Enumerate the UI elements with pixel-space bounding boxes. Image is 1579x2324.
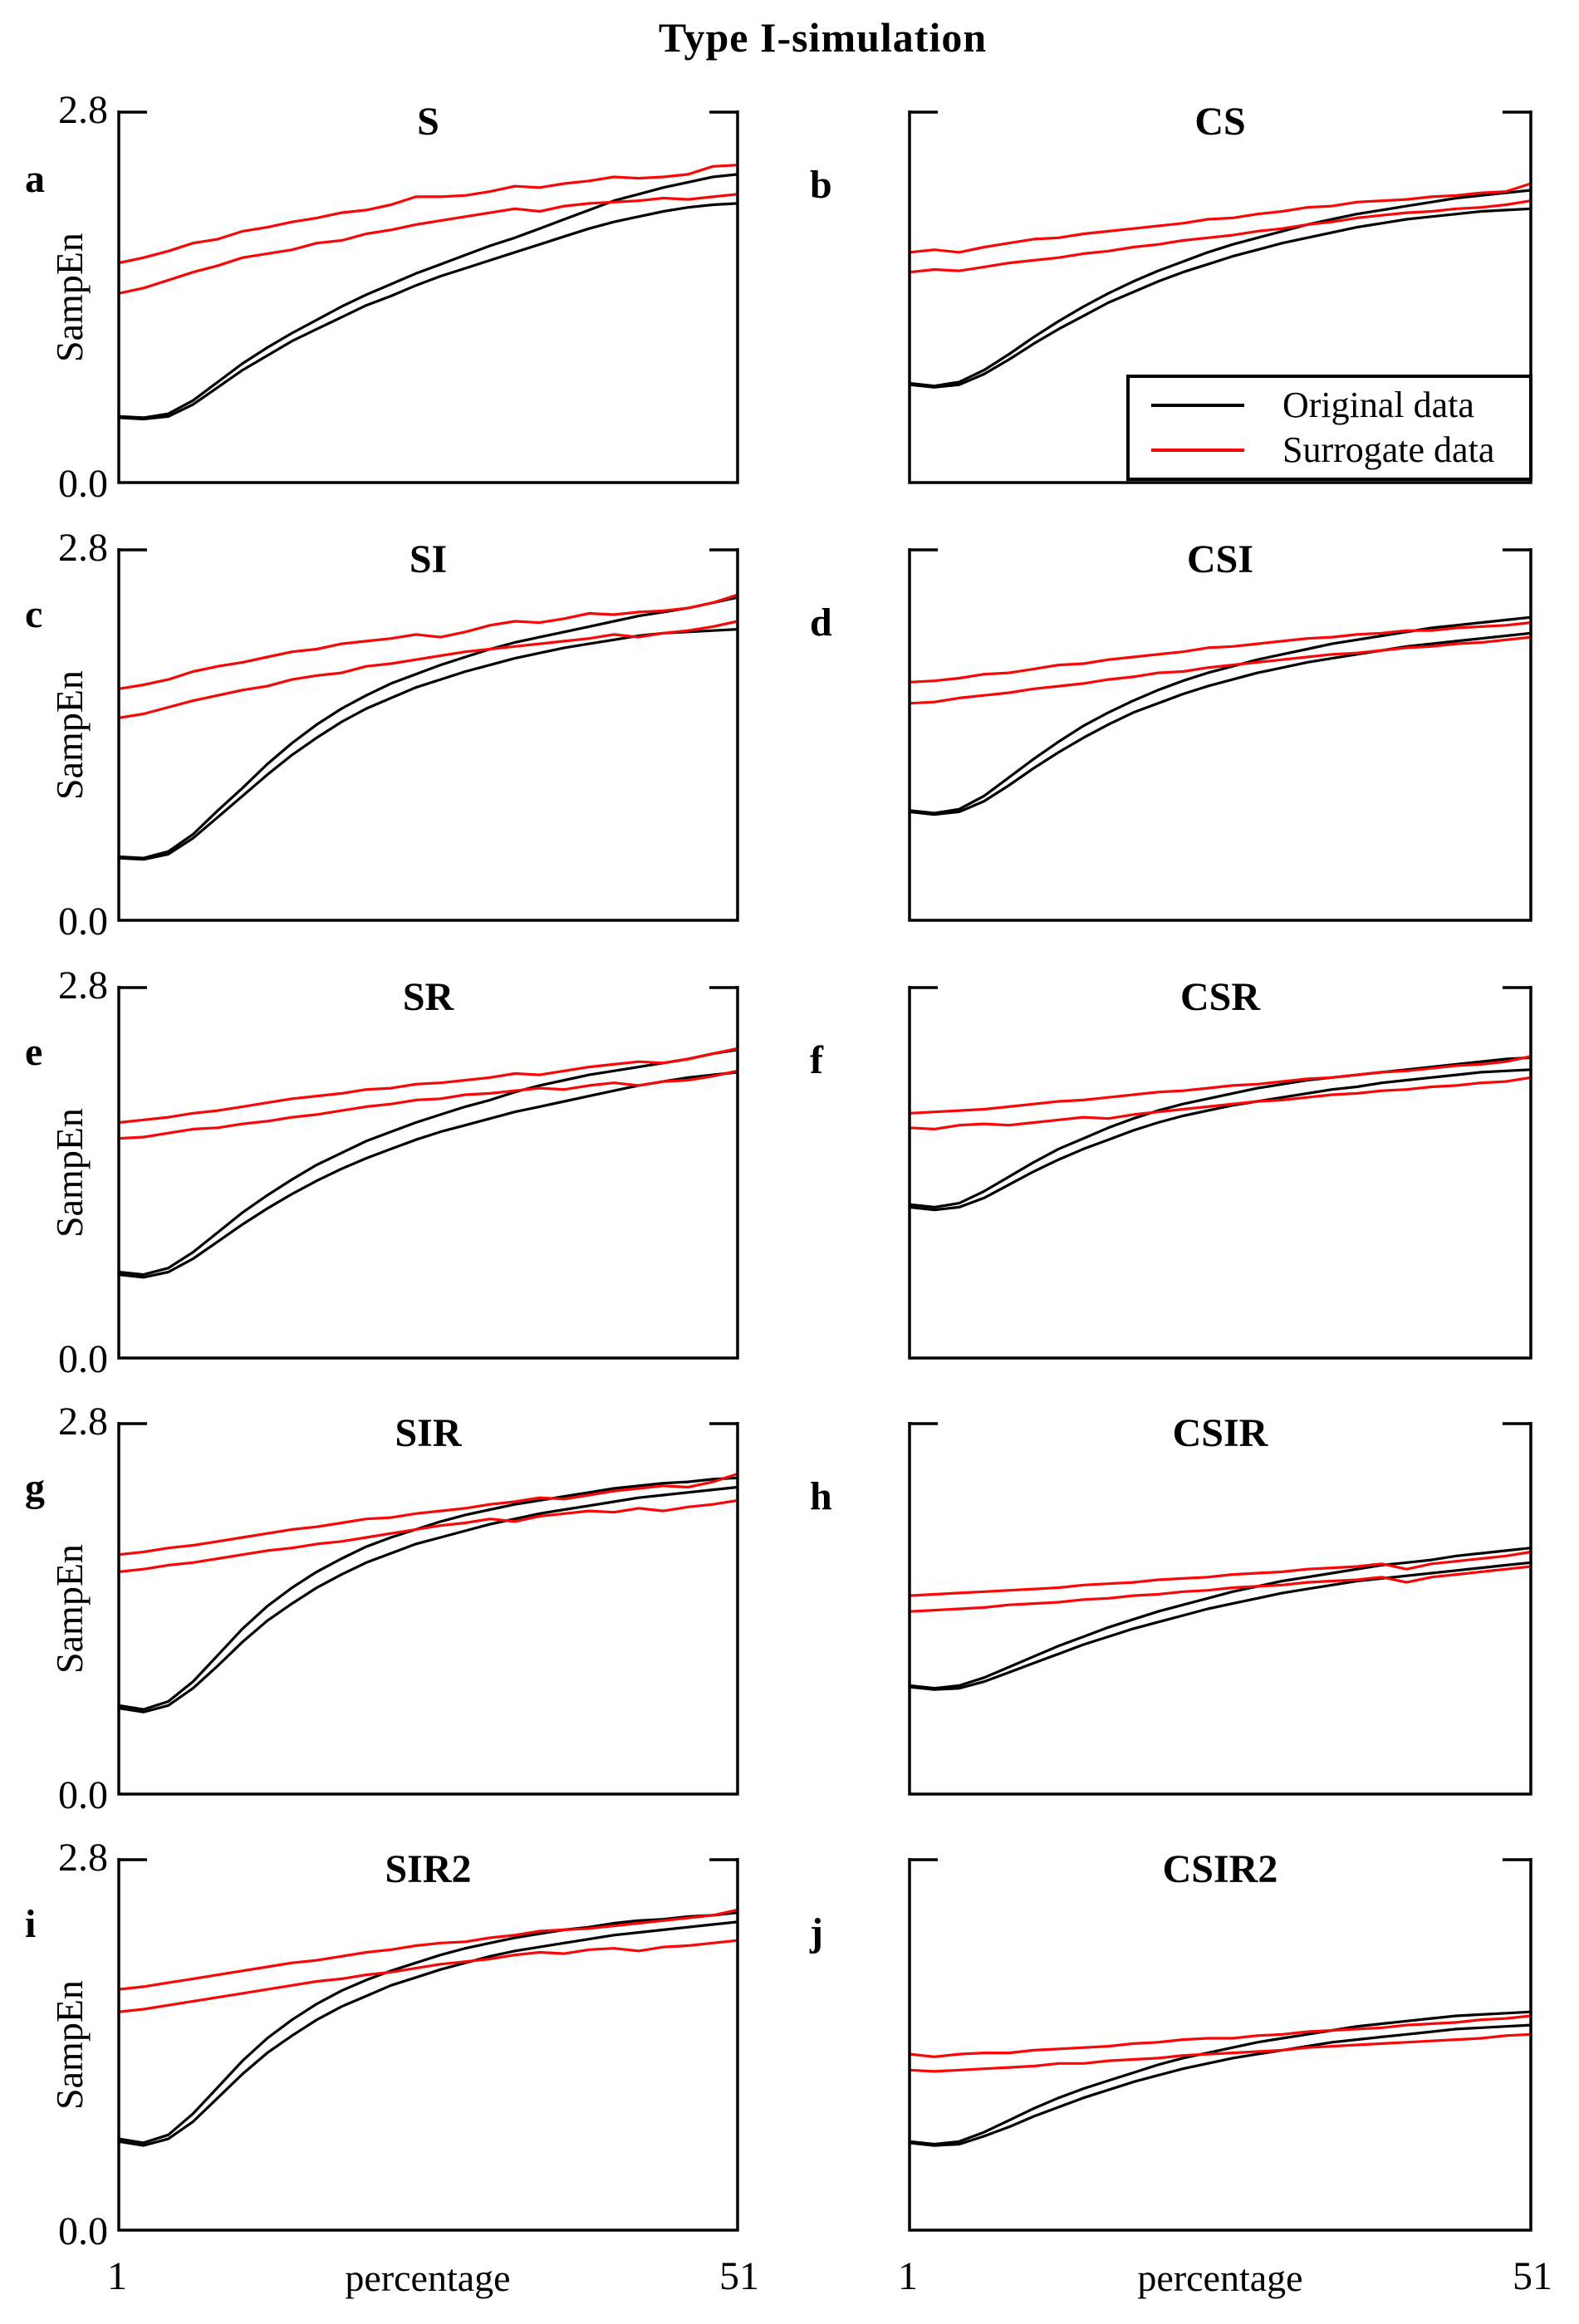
panel-sr: SR (117, 975, 739, 1360)
panel-title-sir: SIR (395, 1411, 462, 1455)
panel-letter-d: d (810, 601, 832, 645)
plot-csir (908, 1422, 1532, 1796)
y-tick-top-row2: 2.8 (58, 526, 108, 570)
plot-csr (908, 986, 1532, 1360)
panel-si: SI (117, 537, 739, 922)
y-tick-top-row5: 2.8 (58, 1836, 108, 1880)
y-tick-bottom-row5: 0.0 (58, 2209, 108, 2253)
panel-cs: CS (908, 100, 1532, 484)
plot-si (117, 548, 739, 922)
legend-item-original: Original data (1130, 384, 1529, 425)
plot-csi (908, 548, 1532, 922)
y-tick-top-row1: 2.8 (58, 88, 108, 132)
plot-csir2 (908, 1858, 1532, 2232)
plot-s (117, 110, 739, 484)
panel-letter-a: a (25, 157, 45, 201)
panel-title-cs: CS (1194, 100, 1246, 144)
panel-title-csr: CSR (1179, 975, 1261, 1019)
legend-label-surrogate: Surrogate data (1282, 429, 1495, 471)
panel-letter-b: b (810, 163, 832, 207)
original-data-line-icon (1151, 403, 1244, 407)
plot-sr (117, 986, 739, 1360)
surrogate-data-line-icon (1151, 449, 1244, 453)
panel-title-s: S (417, 100, 439, 144)
legend-label-original: Original data (1282, 384, 1474, 425)
panel-letter-c: c (25, 592, 43, 636)
panel-title-sir2: SIR2 (385, 1847, 472, 1891)
panel-title-si: SI (409, 537, 448, 581)
y-tick-top-row4: 2.8 (58, 1400, 108, 1444)
panel-title-csir: CSIR (1172, 1411, 1268, 1455)
y-tick-top-row3: 2.8 (58, 963, 108, 1008)
y-tick-bottom-row3: 0.0 (58, 1337, 108, 1381)
x-tick-right-col2: 51 (1513, 2254, 1552, 2298)
x-axis-label-col2: percentage (1137, 2257, 1303, 2299)
panel-letter-f: f (810, 1038, 823, 1082)
panel-letter-g: g (25, 1466, 45, 1510)
plot-sir2 (117, 1858, 739, 2232)
panel-csi: CSI (908, 537, 1532, 922)
plot-sir (117, 1422, 739, 1796)
plot-cs (908, 110, 1532, 484)
panel-csir2: CSIR2 (908, 1847, 1532, 2232)
x-tick-right-col1: 51 (719, 2254, 759, 2298)
x-tick-left-col1: 1 (107, 2254, 127, 2298)
y-tick-bottom-row1: 0.0 (58, 462, 108, 506)
panel-letter-h: h (810, 1474, 832, 1518)
legend-item-surrogate: Surrogate data (1130, 432, 1529, 468)
legend: Original data Surrogate data (1126, 375, 1532, 481)
panel-letter-i: i (25, 1902, 37, 1946)
panel-s: S (117, 100, 739, 484)
panel-letter-j: j (810, 1910, 823, 1954)
panel-title-sr: SR (402, 975, 454, 1019)
x-tick-left-col2: 1 (898, 2254, 918, 2298)
y-tick-bottom-row2: 0.0 (58, 900, 108, 944)
panel-sir: SIR (117, 1411, 739, 1796)
panel-csir: CSIR (908, 1411, 1532, 1796)
figure-title: Type I-simulation (658, 14, 988, 61)
panel-title-csir2: CSIR2 (1162, 1847, 1278, 1891)
panel-sir2: SIR2 (117, 1847, 739, 2232)
y-tick-bottom-row4: 0.0 (58, 1773, 108, 1817)
panel-title-csi: CSI (1186, 537, 1254, 581)
x-axis-label-col1: percentage (345, 2257, 511, 2299)
panel-letter-e: e (25, 1030, 43, 1074)
panel-csr: CSR (908, 975, 1532, 1360)
